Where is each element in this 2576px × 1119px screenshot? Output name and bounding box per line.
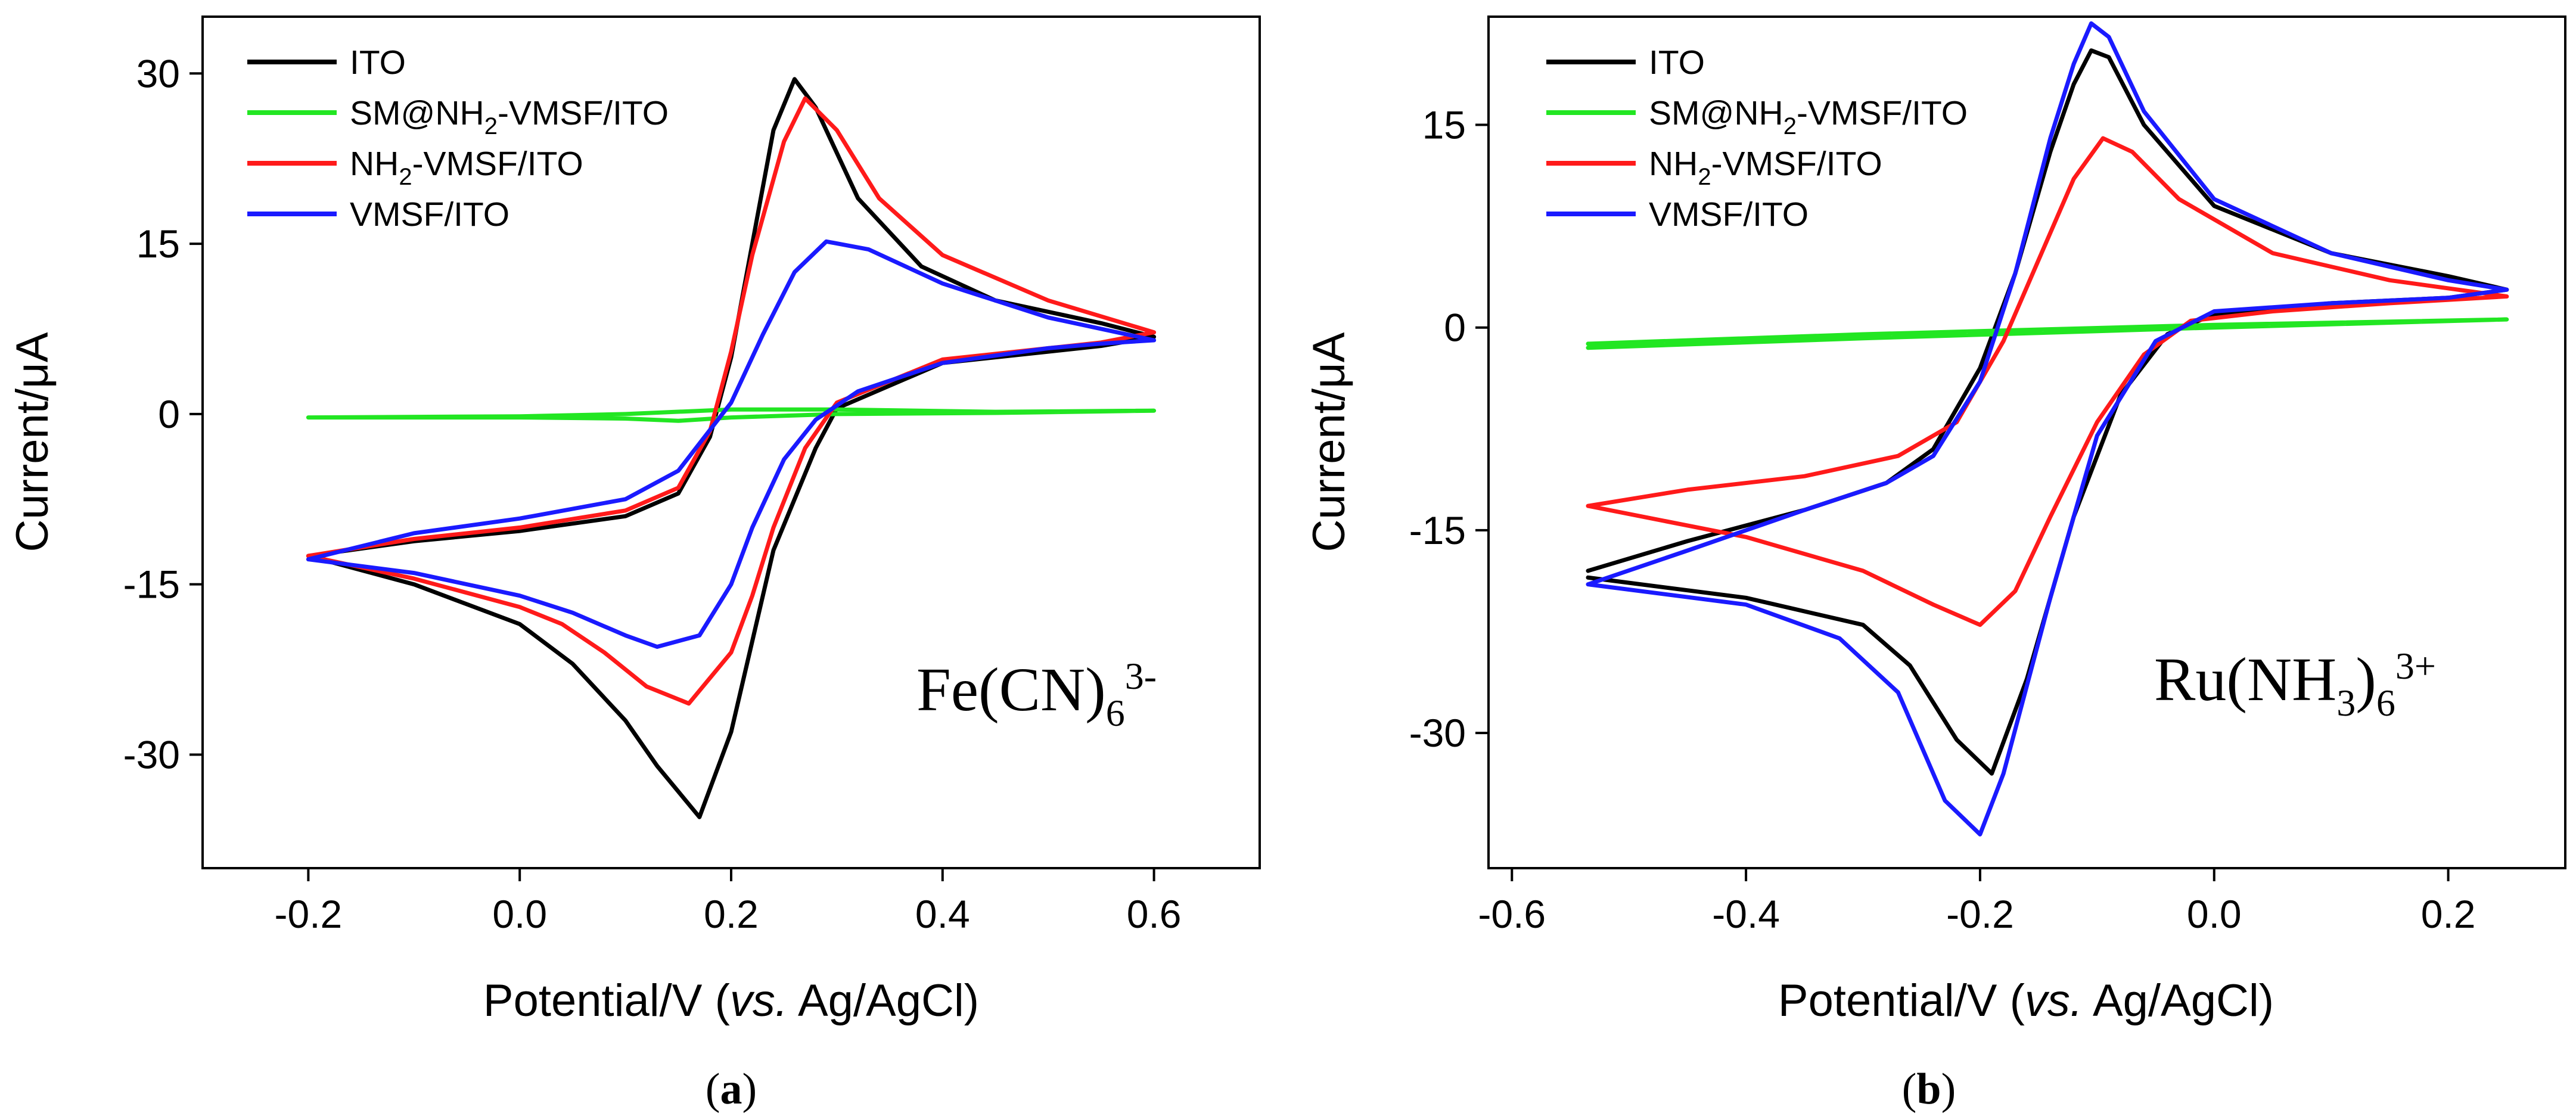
panel-label: (b)	[1902, 1065, 1956, 1114]
panel-label: (a)	[706, 1065, 757, 1114]
series-line-vmsf-ito	[1586, 21, 2509, 837]
legend-entry: NH2-VMSF/ITO	[1649, 145, 1882, 190]
legend-label: SM@NH	[1649, 94, 1783, 132]
x-tick-label: -0.2	[1946, 892, 2014, 936]
x-axis-title: Potential/V (vs. Ag/AgCl)	[483, 975, 979, 1026]
legend-label: ITO	[350, 43, 406, 82]
plot-frame	[1487, 15, 2566, 869]
legend-entry: SM@NH2-VMSF/ITO	[1649, 94, 1968, 139]
x-tick-label: -0.6	[1478, 892, 1546, 936]
legend-entry: ITO	[1649, 43, 1705, 82]
x-axis-title-part: Ag/AgCl)	[788, 975, 979, 1026]
y-tick-label: 15	[1422, 102, 1466, 147]
y-tick-label: 30	[136, 51, 180, 95]
series-line-nh2-vmsf-ito	[306, 96, 1157, 706]
y-tick-label: -30	[123, 732, 180, 776]
x-axis-title: Potential/V (vs. Ag/AgCl)	[1778, 975, 2274, 1026]
panel-label-letter: a	[720, 1065, 742, 1114]
y-tick-label: -30	[1409, 711, 1466, 755]
x-tick-label: 0.0	[2187, 892, 2242, 936]
y-tick-label: -15	[1409, 508, 1466, 552]
x-tick-label: -0.4	[1712, 892, 1780, 936]
legend-subscript: 2	[1783, 113, 1797, 139]
legend-entry: VMSF/ITO	[1649, 195, 1809, 234]
legend-label: -VMSF/ITO	[498, 94, 669, 132]
series-line-sm-nh2-vmsf-ito	[306, 407, 1157, 423]
legend-label: NH	[1649, 145, 1698, 183]
legend-label: -VMSF/ITO	[1797, 94, 1968, 132]
annotation-subscript: 6	[2376, 682, 2395, 724]
species-annotation: Fe(CN)63-	[916, 655, 1157, 734]
y-tick-label: 0	[1444, 306, 1466, 350]
panel-label-paren: )	[742, 1065, 757, 1114]
series-line-ito	[306, 77, 1157, 819]
annotation-superscript: 3-	[1125, 655, 1157, 697]
legend-subscript: 2	[399, 164, 412, 190]
series-line-sm-nh2-vmsf-ito	[1586, 317, 2509, 350]
x-tick-label: 0.2	[704, 892, 759, 936]
legend-label: -VMSF/ITO	[412, 145, 583, 183]
legend-label: VMSF/ITO	[1649, 195, 1809, 234]
annotation-subscript: 3	[2336, 682, 2356, 724]
legend-entry: ITO	[350, 43, 406, 82]
annotation-base: Fe(CN)	[916, 655, 1106, 724]
chart-panel-a: -0.2 0.0 0.2 0.4 0.6 -30 -15 0 15 30 Potential/V (…	[7, 15, 1261, 1114]
annotation-paren: )	[2356, 645, 2376, 714]
x-axis-title-vs: vs.	[730, 975, 788, 1026]
x-axis-title-vs: vs.	[2025, 975, 2083, 1026]
x-axis-title-part: Potential/V (	[483, 975, 730, 1026]
panel-label-letter: b	[1916, 1065, 1941, 1114]
x-tick-label: 0.6	[1127, 892, 1182, 936]
legend-entry: SM@NH2-VMSF/ITO	[350, 94, 669, 139]
x-axis-title-part: Potential/V (	[1778, 975, 2025, 1026]
annotation-subscript: 6	[1106, 692, 1125, 734]
x-tick-label: 0.0	[492, 892, 547, 936]
x-tick-label: 0.4	[915, 892, 970, 936]
y-tick-label: 0	[158, 392, 180, 436]
y-axis-title: Current/μA	[1304, 332, 1354, 552]
series-line-ito	[1586, 48, 2509, 776]
panel-label-paren: )	[1941, 1065, 1956, 1114]
legend-entry: NH2-VMSF/ITO	[350, 145, 583, 190]
annotation-base: Ru(NH	[2154, 645, 2336, 714]
x-tick-label: 0.2	[2421, 892, 2476, 936]
panel-label-paren: (	[706, 1065, 720, 1114]
legend-label: -VMSF/ITO	[1711, 145, 1882, 183]
y-axis-title: Current/μA	[7, 332, 58, 552]
panel-label-paren: (	[1902, 1065, 1917, 1114]
series-line-vmsf-ito	[306, 239, 1157, 649]
y-tick-label: -15	[123, 562, 180, 607]
legend-label: VMSF/ITO	[350, 195, 509, 234]
legend-subscript: 2	[484, 113, 498, 139]
legend-entry: VMSF/ITO	[350, 195, 509, 234]
chart-panel-b: -0.6 -0.4 -0.2 0.0 0.2 -30 -15 0 15 Potential/V (…	[1304, 15, 2566, 1114]
legend-label: SM@NH	[350, 94, 484, 132]
species-annotation: Ru(NH3)63+	[2154, 645, 2436, 724]
legend-subscript: 2	[1698, 164, 1711, 190]
y-tick-label: 15	[136, 222, 180, 266]
legend-label: ITO	[1649, 43, 1705, 82]
x-axis-title-part: Ag/AgCl)	[2083, 975, 2274, 1026]
annotation-superscript: 3+	[2395, 645, 2436, 687]
x-tick-label: -0.2	[275, 892, 343, 936]
legend-label: NH	[350, 145, 399, 183]
